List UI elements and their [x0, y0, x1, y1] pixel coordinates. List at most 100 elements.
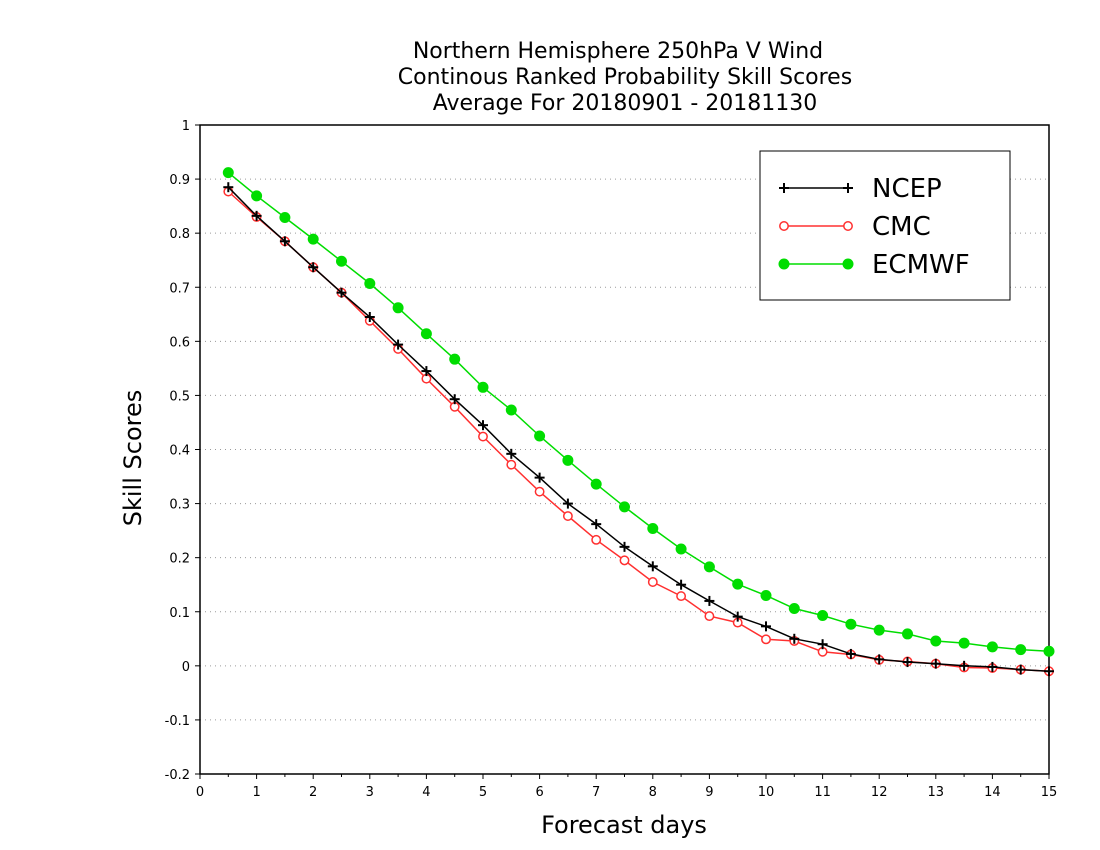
point-ncep-22: [845, 648, 856, 659]
point-ecmwf-8: [449, 353, 461, 365]
point-ncep-18: [732, 611, 743, 622]
point-ecmwf-5: [364, 277, 376, 289]
point-ecmwf-18: [732, 578, 744, 590]
point-ncep-25: [930, 658, 941, 669]
legend-entry-cmc: CMC: [779, 212, 931, 242]
point-cmc-16: [676, 591, 687, 602]
point-ecmwf-15: [647, 522, 659, 534]
point-ecmwf-22: [845, 618, 857, 630]
legend-label-ecmwf: ECMWF: [872, 250, 970, 280]
y-tick-label-10: 0.8: [169, 227, 190, 242]
point-ncep-26: [959, 660, 970, 671]
point-ncep-15: [647, 561, 658, 572]
point-ecmwf-21: [817, 610, 829, 622]
point-cmc-10: [506, 459, 517, 470]
point-cmc-11: [534, 486, 545, 497]
point-ecmwf-28: [1015, 644, 1027, 656]
point-ecmwf-10: [505, 404, 517, 416]
chart-title-line-3: Average For 20180901 - 20181130: [433, 91, 818, 116]
y-tick-label-9: 0.7: [169, 281, 190, 296]
point-cmc-12: [562, 511, 573, 521]
y-tick-label-7: 0.5: [169, 389, 190, 404]
series-ecmwf: [222, 167, 1055, 657]
y-tick-label-6: 0.4: [169, 444, 190, 459]
x-tick-label-5: 5: [479, 785, 487, 800]
point-ncep-7: [421, 366, 432, 377]
point-ecmwf-7: [420, 328, 432, 340]
point-ncep-12: [562, 498, 573, 509]
point-ecmwf-25: [930, 635, 942, 647]
chart-title-line-1: Northern Hemisphere 250hPa V Wind: [413, 39, 823, 64]
point-ecmwf-4: [336, 255, 347, 267]
y-tick-label-2: 0: [182, 660, 190, 675]
point-ncep-23: [874, 654, 885, 665]
point-ecmwf-0: [222, 167, 234, 179]
point-ncep-0: [223, 182, 234, 193]
point-ecmwf-29: [1043, 645, 1055, 657]
y-tick-label-4: 0.2: [169, 552, 190, 567]
point-ncep-13: [591, 519, 602, 530]
point-ncep-11: [534, 472, 545, 483]
y-tick-label-5: 0.3: [169, 498, 190, 513]
x-tick-label-9: 9: [705, 785, 713, 800]
point-cmc-13: [591, 534, 602, 545]
point-ncep-29: [1044, 666, 1054, 677]
data-series: [222, 167, 1055, 677]
chart-title-line-2: Continous Ranked Probability Skill Score…: [398, 65, 852, 90]
legend-entry-ncep: NCEP: [779, 174, 942, 204]
legend-marker-left-ncep: [779, 183, 789, 193]
x-tick-label-13: 13: [928, 785, 945, 800]
series-ncep: [223, 182, 1054, 677]
point-ncep-5: [364, 311, 375, 322]
legend-marker-right-ncep: [843, 183, 853, 193]
point-ecmwf-14: [619, 501, 630, 513]
point-ecmwf-23: [873, 624, 885, 636]
point-ncep-2: [279, 236, 290, 247]
x-tick-label-7: 7: [592, 785, 600, 800]
legend-entry-ecmwf: ECMWF: [778, 250, 970, 280]
legend-marker-left-cmc: [779, 221, 789, 231]
point-ncep-20: [789, 633, 800, 644]
point-ncep-9: [478, 420, 488, 431]
point-ecmwf-11: [534, 430, 546, 442]
x-tick-label-10: 10: [758, 785, 775, 800]
y-tick-label-12: 1: [182, 119, 190, 134]
point-ncep-28: [1015, 664, 1026, 675]
legend-marker-left-ecmwf: [778, 258, 790, 270]
point-ecmwf-26: [958, 637, 970, 649]
x-tick-label-0: 0: [196, 785, 204, 800]
x-tick-label-3: 3: [366, 785, 374, 800]
point-cmc-9: [478, 431, 488, 442]
legend-marker-right-cmc: [843, 221, 853, 231]
point-ncep-16: [676, 579, 687, 590]
point-ncep-17: [704, 595, 715, 606]
point-ncep-3: [308, 262, 319, 273]
x-tick-label-15: 15: [1041, 785, 1058, 800]
point-ecmwf-12: [562, 454, 574, 466]
y-tick-label-0: -0.2: [165, 768, 190, 783]
point-ncep-24: [902, 657, 913, 668]
point-ecmwf-19: [760, 590, 772, 602]
point-ecmwf-6: [392, 302, 404, 314]
legend: NCEP CMC ECMWF: [759, 150, 1011, 301]
y-tick-label-8: 0.6: [169, 335, 190, 350]
point-ecmwf-9: [477, 381, 489, 393]
x-tick-label-1: 1: [252, 785, 260, 800]
x-tick-label-2: 2: [309, 785, 317, 800]
point-ncep-10: [506, 448, 517, 459]
point-cmc-14: [619, 555, 630, 566]
point-ecmwf-24: [902, 628, 913, 640]
point-cmc-15: [647, 577, 658, 587]
point-ncep-4: [336, 287, 347, 298]
point-ecmwf-2: [279, 211, 291, 223]
y-tick-label-3: 0.1: [169, 606, 190, 621]
y-tick-label-1: -0.1: [165, 714, 190, 729]
plot-axes: -0.2-0.100.10.20.30.40.50.60.70.80.910 1 2…: [165, 119, 1058, 800]
legend-label-ncep: NCEP: [872, 174, 942, 204]
chart-title: Northern Hemisphere 250hPa V Wind Contin…: [398, 39, 852, 116]
point-ncep-21: [817, 639, 828, 650]
point-ecmwf-1: [251, 190, 263, 202]
x-tick-label-14: 14: [984, 785, 1001, 800]
x-axis-label: Forecast days: [541, 811, 707, 839]
point-ecmwf-17: [703, 561, 715, 573]
